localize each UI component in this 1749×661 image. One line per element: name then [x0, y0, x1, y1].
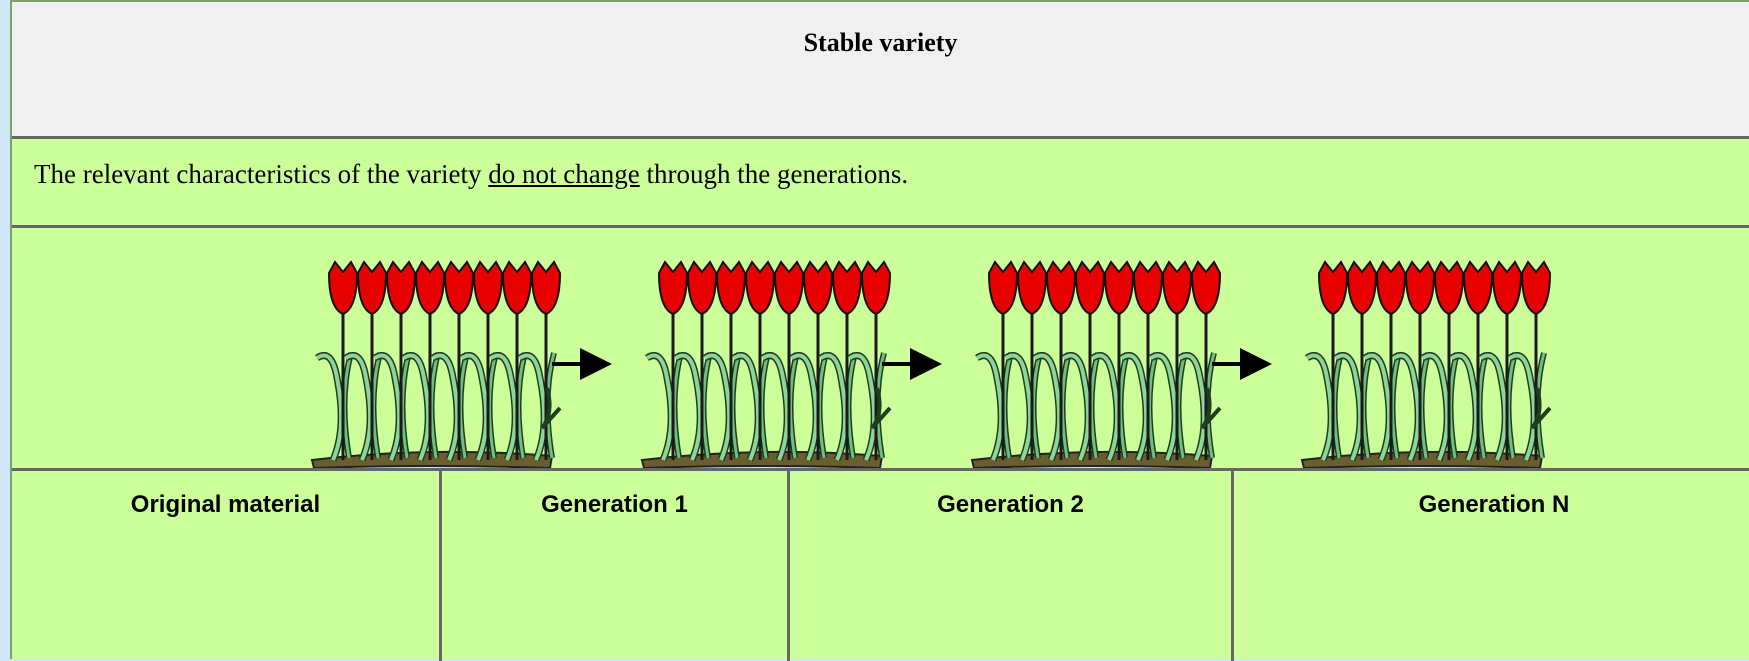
generation-label: Generation 1	[541, 491, 688, 518]
tulip-group	[972, 262, 1220, 468]
description-text: through the generations.	[640, 159, 908, 189]
tulip-group	[312, 262, 560, 468]
tulip-group	[642, 262, 890, 468]
generation-cell: Generation N	[1234, 471, 1749, 661]
tulip-group	[1302, 262, 1550, 468]
generation-cell: Generation 2	[790, 471, 1234, 661]
generation-cell: Generation 1	[442, 471, 790, 661]
description-emphasis: do not change	[488, 159, 639, 189]
description: The relevant characteristics of the vari…	[34, 159, 1749, 190]
description-row: The relevant characteristics of the vari…	[12, 139, 1749, 228]
illustration-row	[12, 228, 1749, 471]
generation-label: Original material	[131, 491, 320, 518]
description-text: The relevant characteristics of the vari…	[34, 159, 488, 189]
title-row: Stable variety	[12, 2, 1749, 139]
generation-label: Generation N	[1419, 491, 1570, 518]
variety-panel: Stable variety The relevant characterist…	[10, 0, 1749, 659]
page-body: Stable variety The relevant characterist…	[0, 0, 1749, 659]
generation-cell: Original material	[12, 471, 442, 661]
title: Stable variety	[804, 28, 958, 58]
tulip-illustration	[12, 228, 1749, 468]
generation-row: Original material Generation 1 Generatio…	[12, 471, 1749, 661]
generation-label: Generation 2	[937, 491, 1084, 518]
